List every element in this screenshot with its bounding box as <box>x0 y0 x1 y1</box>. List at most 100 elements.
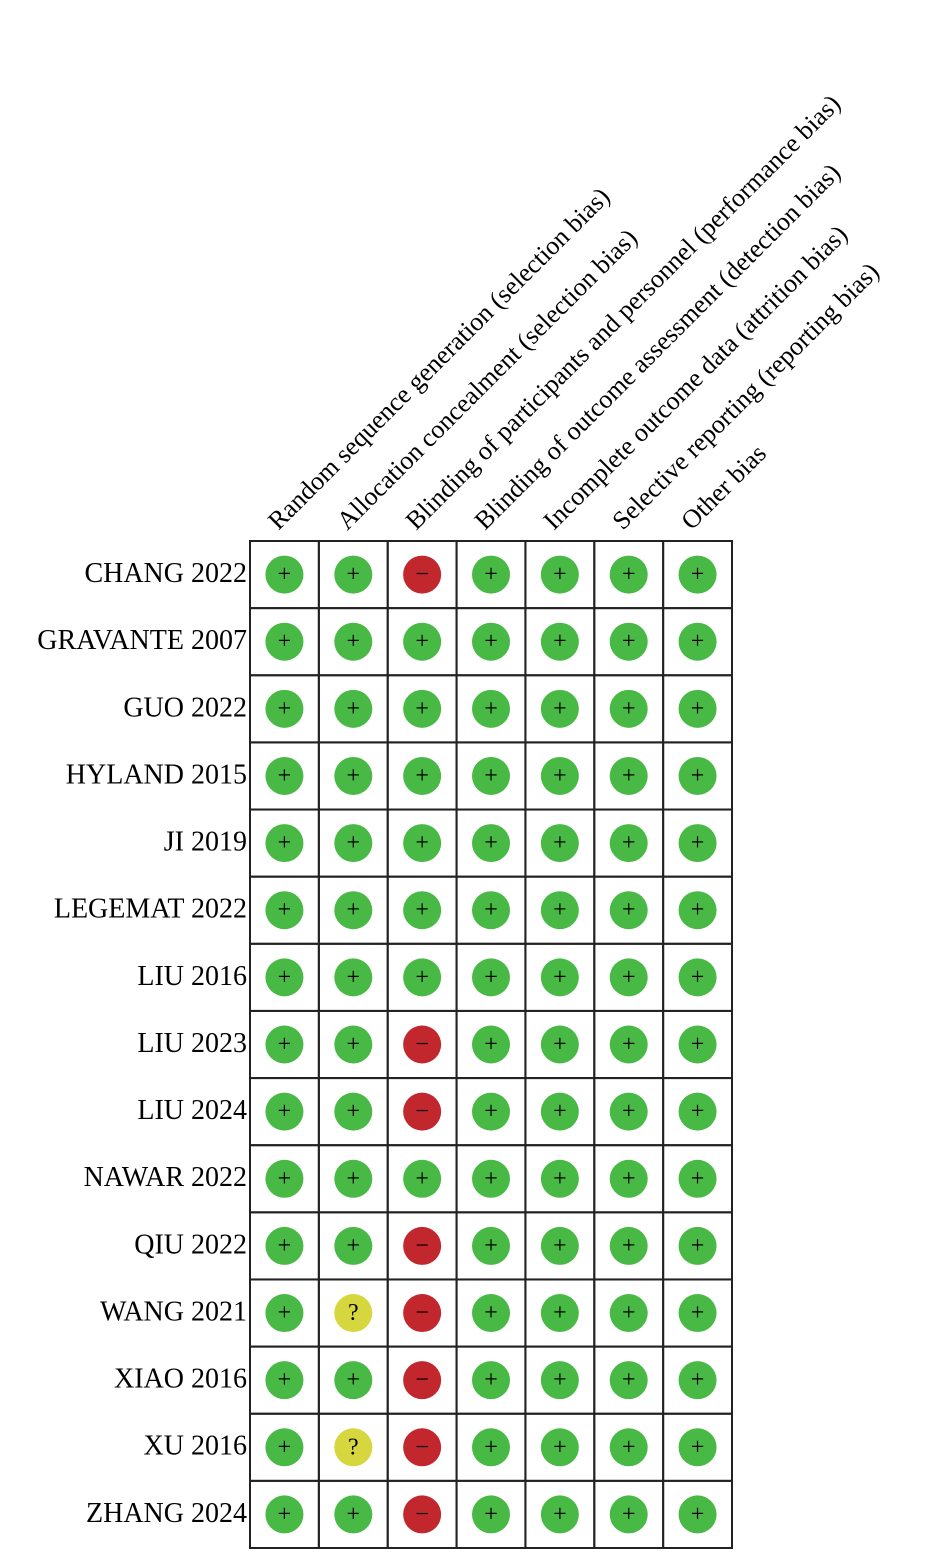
judgment-dot <box>678 1025 717 1064</box>
judgment-dot <box>678 555 717 594</box>
judgment-dot <box>540 555 579 594</box>
judgment-dot <box>609 1495 648 1534</box>
judgment-dot <box>472 1495 510 1534</box>
judgment-dot <box>334 1361 373 1400</box>
judgment-dot <box>472 824 510 863</box>
judgment-symbol: + <box>553 562 567 588</box>
judgment-symbol: + <box>622 696 636 722</box>
judgment-symbol: + <box>484 897 498 923</box>
judgment-symbol: + <box>622 763 636 789</box>
judgment-symbol: − <box>415 1367 429 1393</box>
judgment-symbol: + <box>415 830 429 856</box>
judgment-symbol: + <box>622 830 636 856</box>
judgment-dot <box>472 756 510 795</box>
judgment-symbol: + <box>278 1032 292 1058</box>
judgment-symbol: + <box>347 897 361 923</box>
judgment-symbol: + <box>691 964 705 990</box>
row-label: GUO 2022 <box>123 692 247 723</box>
judgment-dot <box>678 891 717 930</box>
judgment-symbol: + <box>278 1300 292 1326</box>
judgment-symbol: + <box>278 629 292 655</box>
judgment-dot <box>540 1226 579 1265</box>
judgment-symbol: + <box>691 1501 705 1527</box>
judgment-symbol: + <box>553 1032 567 1058</box>
judgment-symbol: + <box>347 629 361 655</box>
judgment-dot <box>265 824 304 863</box>
judgment-dot <box>265 958 304 997</box>
judgment-symbol: ? <box>348 1434 359 1460</box>
judgment-symbol: + <box>484 1166 498 1192</box>
judgment-dot <box>334 756 373 795</box>
judgment-dot <box>609 824 648 863</box>
judgment-dot <box>403 824 442 863</box>
judgment-dot <box>678 824 717 863</box>
row-label: CHANG 2022 <box>84 558 247 589</box>
judgment-dot <box>472 689 510 728</box>
judgment-symbol: − <box>415 1032 429 1058</box>
judgment-symbol: + <box>347 1166 361 1192</box>
judgment-symbol: + <box>553 897 567 923</box>
row-label: JI 2019 <box>164 827 247 858</box>
row-label: WANG 2021 <box>100 1296 247 1327</box>
judgment-symbol: + <box>415 763 429 789</box>
judgment-dot <box>334 1159 373 1198</box>
judgment-dot <box>678 1092 717 1131</box>
judgment-dot <box>403 555 442 594</box>
judgment-symbol: + <box>278 1233 292 1259</box>
judgment-symbol: + <box>347 964 361 990</box>
judgment-dot <box>265 1361 304 1400</box>
judgment-symbol: + <box>553 830 567 856</box>
judgment-symbol: + <box>484 1233 498 1259</box>
judgment-dot <box>540 756 579 795</box>
judgment-symbol: + <box>691 629 705 655</box>
row-label: LEGEMAT 2022 <box>54 894 247 925</box>
judgment-symbol: + <box>553 629 567 655</box>
judgment-dot <box>678 1495 717 1534</box>
judgment-symbol: + <box>553 1434 567 1460</box>
judgment-symbol: + <box>347 562 361 588</box>
judgment-dot <box>334 689 373 728</box>
judgment-symbol: − <box>415 1501 429 1527</box>
judgment-symbol: − <box>415 1434 429 1460</box>
judgment-dot <box>403 891 442 930</box>
judgment-dot <box>265 891 304 930</box>
judgment-dot <box>265 689 304 728</box>
judgment-symbol: + <box>622 629 636 655</box>
judgment-dot <box>403 689 442 728</box>
judgment-dot <box>678 1159 717 1198</box>
judgment-symbol: + <box>691 1166 705 1192</box>
judgment-dot <box>472 891 510 930</box>
judgment-dot <box>403 958 442 997</box>
judgment-dot <box>540 622 579 661</box>
judgment-dot <box>265 1495 304 1534</box>
row-label: ZHANG 2024 <box>86 1498 247 1529</box>
judgment-symbol: + <box>553 1233 567 1259</box>
judgment-symbol: + <box>278 1166 292 1192</box>
judgment-symbol: + <box>622 1032 636 1058</box>
judgment-dot <box>403 622 442 661</box>
judgment-dot <box>540 1361 579 1400</box>
judgment-symbol: + <box>691 830 705 856</box>
judgment-symbol: + <box>347 1099 361 1125</box>
judgment-symbol: − <box>415 1300 429 1326</box>
judgment-dot <box>540 1025 579 1064</box>
judgment-symbol: + <box>484 1367 498 1393</box>
judgment-dot <box>609 1428 648 1467</box>
judgment-dot <box>403 756 442 795</box>
judgment-dot <box>403 1361 442 1400</box>
judgment-symbol: − <box>415 562 429 588</box>
judgment-symbol: + <box>484 629 498 655</box>
judgment-symbol: + <box>278 897 292 923</box>
judgment-symbol: + <box>484 1501 498 1527</box>
judgment-symbol: + <box>622 1300 636 1326</box>
row-label: QIU 2022 <box>134 1229 247 1260</box>
judgment-dot <box>609 1025 648 1064</box>
judgment-dot <box>403 1025 442 1064</box>
judgment-dot <box>609 891 648 930</box>
judgment-dot <box>472 1428 510 1467</box>
row-label: GRAVANTE 2007 <box>37 625 247 656</box>
judgment-symbol: + <box>691 1434 705 1460</box>
judgment-dot <box>265 1226 304 1265</box>
